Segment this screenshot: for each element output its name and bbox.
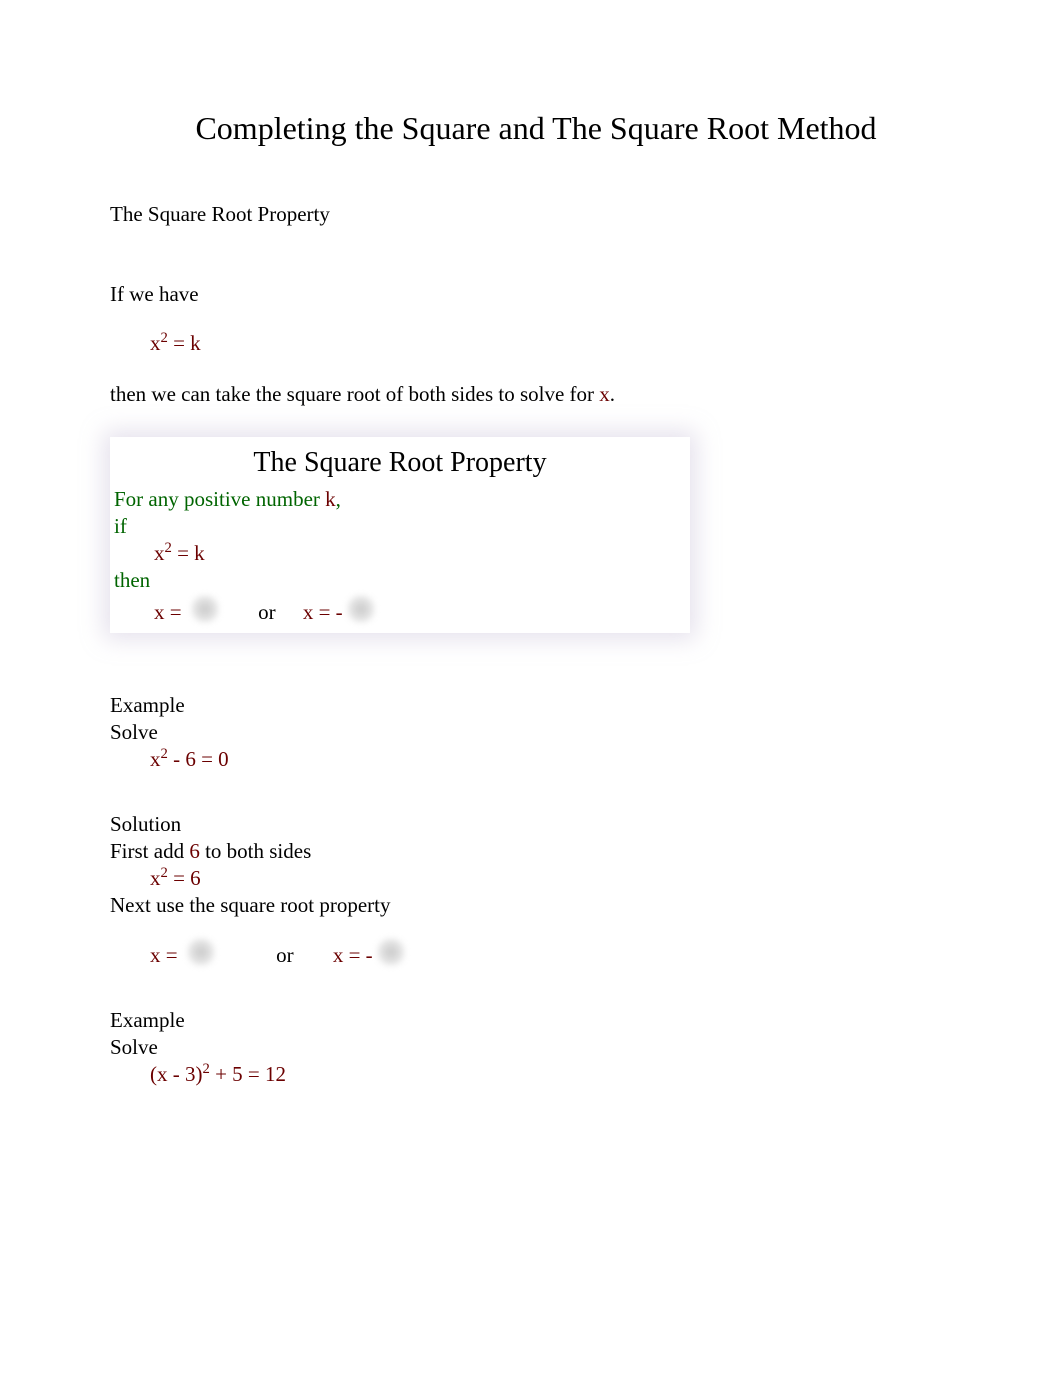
- solution-label: Solution: [110, 812, 962, 837]
- sol-step1-post: to both sides: [200, 839, 311, 863]
- box-line3-lhs: x: [154, 541, 165, 565]
- box-line1-post: ,: [336, 487, 341, 511]
- sol-eq1-rhs: = 6: [168, 866, 201, 890]
- example2-equation: (x - 3)2 + 5 = 12: [110, 1062, 962, 1087]
- example2-prompt: Solve: [110, 1035, 962, 1060]
- box-line-3: x2 = k: [114, 541, 686, 566]
- box-sol-b: x = -: [303, 600, 343, 624]
- example1-label: Example: [110, 693, 962, 718]
- page-content: Completing the Square and The Square Roo…: [0, 0, 1062, 1289]
- intro-follow-var: x: [599, 382, 610, 406]
- page-title: Completing the Square and The Square Roo…: [110, 110, 962, 147]
- example2-label: Example: [110, 1008, 962, 1033]
- box-line1-var: k: [325, 487, 336, 511]
- blur-icon: [187, 938, 215, 966]
- blur-icon: [191, 595, 219, 623]
- box-line-5: x = or x = -: [114, 595, 686, 625]
- sol-a: x =: [150, 943, 183, 967]
- definition-box: The Square Root Property For any positiv…: [110, 437, 690, 633]
- box-line-2: if: [114, 514, 686, 539]
- intro-follow-post: .: [610, 382, 615, 406]
- ex2-b: + 5 = 12: [210, 1062, 286, 1086]
- ex1-rhs: - 6 = 0: [168, 747, 229, 771]
- sol-b: x = -: [333, 943, 373, 967]
- sol-eq1-exp: 2: [161, 865, 168, 881]
- box-line3-exp: 2: [165, 540, 172, 556]
- intro-equation: x2 = k: [110, 331, 962, 356]
- solution-result: x = or x = -: [110, 938, 962, 968]
- blur-icon: [347, 595, 375, 623]
- box-or: or: [258, 600, 276, 624]
- box-body: For any positive number k, if x2 = k the…: [110, 487, 690, 633]
- box-line1-pre: For any positive number: [114, 487, 325, 511]
- box-line3-rhs: = k: [172, 541, 205, 565]
- eq-exp: 2: [161, 330, 168, 346]
- box-title: The Square Root Property: [110, 437, 690, 485]
- ex2-a: (x - 3): [150, 1062, 202, 1086]
- box-line-1: For any positive number k,: [114, 487, 686, 512]
- solution-eq1: x2 = 6: [110, 866, 962, 891]
- solution-step1: First add 6 to both sides: [110, 839, 962, 864]
- intro-follow-pre: then we can take the square root of both…: [110, 382, 599, 406]
- ex1-lhs: x: [150, 747, 161, 771]
- eq-rhs: = k: [168, 331, 201, 355]
- sol-step1-num: 6: [189, 839, 200, 863]
- ex1-exp: 2: [161, 746, 168, 762]
- intro-leadin: If we have: [110, 282, 962, 307]
- box-sol-a: x =: [154, 600, 187, 624]
- intro-follow: then we can take the square root of both…: [110, 382, 962, 407]
- eq-lhs: x: [150, 331, 161, 355]
- example1-prompt: Solve: [110, 720, 962, 745]
- sol-or: or: [276, 943, 294, 967]
- sol-step1-pre: First add: [110, 839, 189, 863]
- solution-step2: Next use the square root property: [110, 893, 962, 918]
- sol-eq1-lhs: x: [150, 866, 161, 890]
- blur-icon: [377, 938, 405, 966]
- example1-equation: x2 - 6 = 0: [110, 747, 962, 772]
- box-line-4: then: [114, 568, 686, 593]
- intro-heading: The Square Root Property: [110, 202, 962, 227]
- ex2-exp: 2: [202, 1061, 209, 1077]
